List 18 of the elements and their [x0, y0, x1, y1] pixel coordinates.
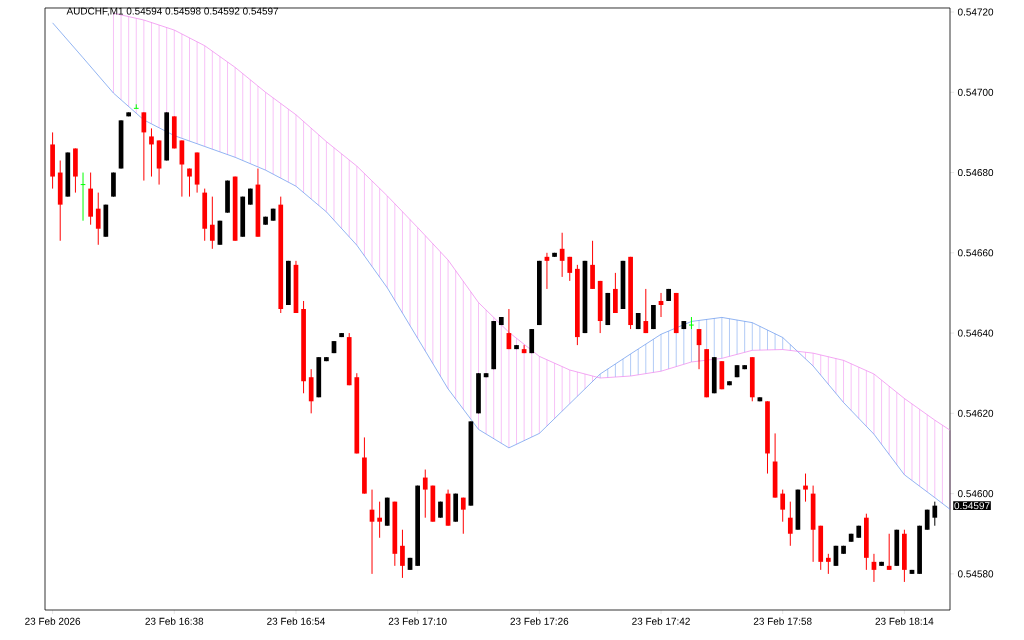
- annotation: 0.54597: [954, 502, 990, 510]
- x-tick-label: 23 Feb 18:14: [875, 617, 934, 625]
- y-tick-label: 0.54620: [957, 409, 994, 417]
- x-tick-label: 23 Feb 16:54: [267, 617, 326, 625]
- y-tick-label: 0.54680: [957, 169, 994, 177]
- y-tick-label: 0.54700: [957, 88, 994, 96]
- y-tick-label: 0.54600: [957, 490, 994, 498]
- x-tick-label: 23 Feb 17:58: [753, 617, 812, 625]
- y-tick-label: 0.54720: [957, 8, 994, 16]
- y-tick-label: 0.54660: [957, 249, 994, 257]
- x-tick-label: 23 Feb 2026: [25, 617, 81, 625]
- y-tick-label: 0.54640: [957, 329, 994, 337]
- x-tick-label: 23 Feb 17:26: [510, 617, 569, 625]
- x-tick-label: 23 Feb 17:10: [388, 617, 447, 625]
- x-tick-label: 23 Feb 16:38: [145, 617, 204, 625]
- y-tick-label: 0.54580: [957, 570, 994, 578]
- chart-title: AUDCHF,M1 0.54594 0.54598 0.54592 0.54597: [66, 7, 279, 16]
- x-tick-label: 23 Feb 17:42: [632, 617, 690, 625]
